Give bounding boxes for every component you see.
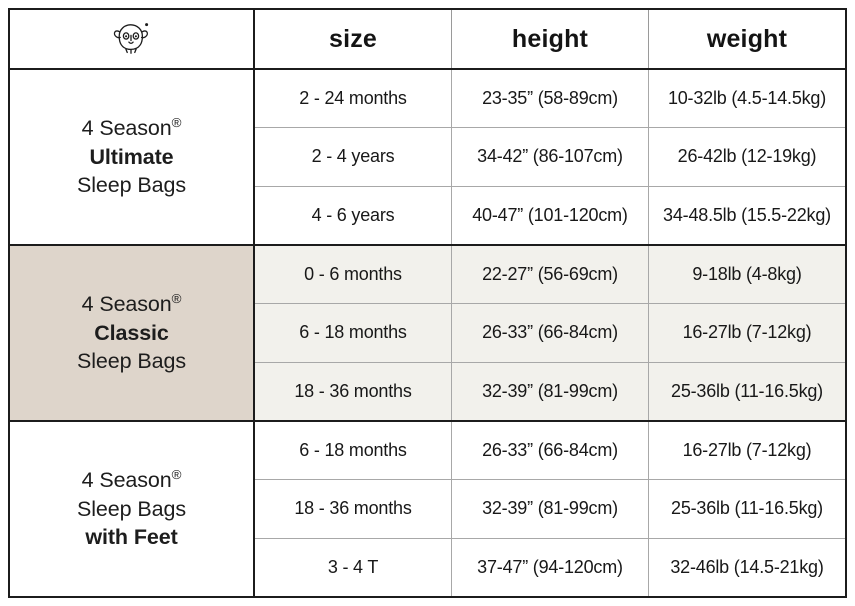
product-name-label: 4 Season® Classic Sleep Bags: [77, 290, 186, 376]
cell-size: 2 - 4 years: [255, 128, 452, 186]
registered-trademark-icon: ®: [171, 114, 182, 130]
table-row: 6 - 18 months 26-33” (66-84cm) 16-27lb (7-…: [255, 422, 845, 480]
cell-size: 18 - 36 months: [255, 362, 452, 420]
cell-size: 6 - 18 months: [255, 304, 452, 362]
table-row: 18 - 36 months 32-39” (81-99cm) 25-36lb (1…: [255, 479, 845, 538]
cell-size: 0 - 6 months: [255, 246, 452, 304]
column-header-height: height: [452, 10, 649, 68]
table-header-row: size height weight: [10, 10, 845, 70]
column-header-weight: weight: [706, 24, 788, 53]
cell-height: 22-27” (56-69cm): [452, 246, 649, 304]
registered-trademark-icon: ®: [171, 290, 182, 306]
cell-size: 4 - 6 years: [255, 186, 452, 244]
product-section-ultimate: 4 Season® Ultimate Sleep Bags 2 - 24 months…: [10, 70, 845, 244]
cell-weight: 10-32lb (4.5-14.5kg): [667, 88, 827, 109]
product-name-cell-classic: 4 Season® Classic Sleep Bags: [10, 246, 255, 420]
cell-weight: 34-48.5lb (15.5-22kg): [663, 204, 831, 225]
cell-height: 37-47” (94-120cm): [452, 538, 649, 596]
size-chart-table: size height weight 4 Season® Ultimate Slee…: [8, 8, 847, 598]
cell-height: 40-47” (101-120cm): [452, 186, 649, 244]
product-name-line: Sleep Bags: [77, 173, 186, 198]
product-section-with-feet: 4 Season® Sleep Bags with Feet 6 - 18 month…: [10, 420, 845, 596]
table-row: 6 - 18 months 26-33” (66-84cm) 16-27lb (7-…: [255, 303, 845, 362]
table-row: 4 - 6 years 40-47” (101-120cm) 34-48.5lb (…: [255, 185, 845, 244]
table-row: 3 - 4 T 37-47” (94-120cm) 32-46lb (14.5-21…: [255, 537, 845, 596]
product-name-cell-with-feet: 4 Season® Sleep Bags with Feet: [10, 422, 255, 596]
cell-height: 32-39” (81-99cm): [452, 362, 649, 420]
product-name-line: Ultimate: [89, 144, 174, 169]
cell-weight: 16-27lb (7-12kg): [649, 304, 845, 362]
cell-weight: 25-36lb (11-16.5kg): [671, 498, 823, 519]
cell-weight: 25-36lb (11-16.5kg): [649, 362, 845, 420]
column-header-size: size: [255, 10, 452, 68]
product-name-label: 4 Season® Ultimate Sleep Bags: [77, 114, 186, 200]
cell-height: 34-42” (86-107cm): [452, 128, 649, 186]
product-name-line: Sleep Bags: [77, 349, 186, 374]
cell-size: 2 - 24 months: [255, 70, 452, 128]
size-rows-classic: 0 - 6 months 22-27” (56-69cm) 9-18lb (4-8k…: [255, 246, 845, 420]
product-section-classic: 4 Season® Classic Sleep Bags 0 - 6 months 22…: [10, 244, 845, 420]
cell-weight: 32-46lb (14.5-21kg): [670, 556, 824, 577]
product-name-line: 4 Season®: [81, 290, 182, 317]
product-name-line: Classic: [94, 320, 169, 345]
cell-size: 6 - 18 months: [255, 422, 452, 480]
table-row: 0 - 6 months 22-27” (56-69cm) 9-18lb (4-8k…: [255, 246, 845, 304]
cell-weight: 9-18lb (4-8kg): [649, 246, 845, 304]
size-rows-ultimate: 2 - 24 months 23-35” (58-89cm) 10-32lb (4.…: [255, 70, 845, 244]
product-name-line: Sleep Bags: [77, 496, 186, 521]
cell-size: 18 - 36 months: [255, 480, 452, 538]
product-name-line: 4 Season®: [81, 466, 182, 493]
cell-size: 3 - 4 T: [255, 538, 452, 596]
cell-height: 32-39” (81-99cm): [452, 480, 649, 538]
product-name-line: 4 Season®: [81, 114, 182, 141]
table-row: 18 - 36 months 32-39” (81-99cm) 25-36lb (1…: [255, 361, 845, 420]
table-row: 2 - 24 months 23-35” (58-89cm) 10-32lb (4.…: [255, 70, 845, 128]
cell-weight: 26-42lb (12-19kg): [677, 146, 817, 167]
product-name-cell-ultimate: 4 Season® Ultimate Sleep Bags: [10, 70, 255, 244]
sheep-face-logo-icon: [110, 19, 154, 59]
cell-height: 26-33” (66-84cm): [452, 304, 649, 362]
brand-logo-cell: [10, 10, 255, 68]
cell-height: 23-35” (58-89cm): [452, 70, 649, 128]
table-body: 4 Season® Ultimate Sleep Bags 2 - 24 months…: [10, 70, 845, 596]
registered-trademark-icon: ®: [171, 466, 182, 482]
cell-weight: 16-27lb (7-12kg): [682, 440, 812, 461]
table-row: 2 - 4 years 34-42” (86-107cm) 26-42lb (12-…: [255, 127, 845, 186]
size-rows-with-feet: 6 - 18 months 26-33” (66-84cm) 16-27lb (7-…: [255, 422, 845, 596]
cell-height: 26-33” (66-84cm): [452, 422, 649, 480]
product-name-line: with Feet: [85, 525, 178, 550]
product-name-label: 4 Season® Sleep Bags with Feet: [77, 466, 186, 552]
